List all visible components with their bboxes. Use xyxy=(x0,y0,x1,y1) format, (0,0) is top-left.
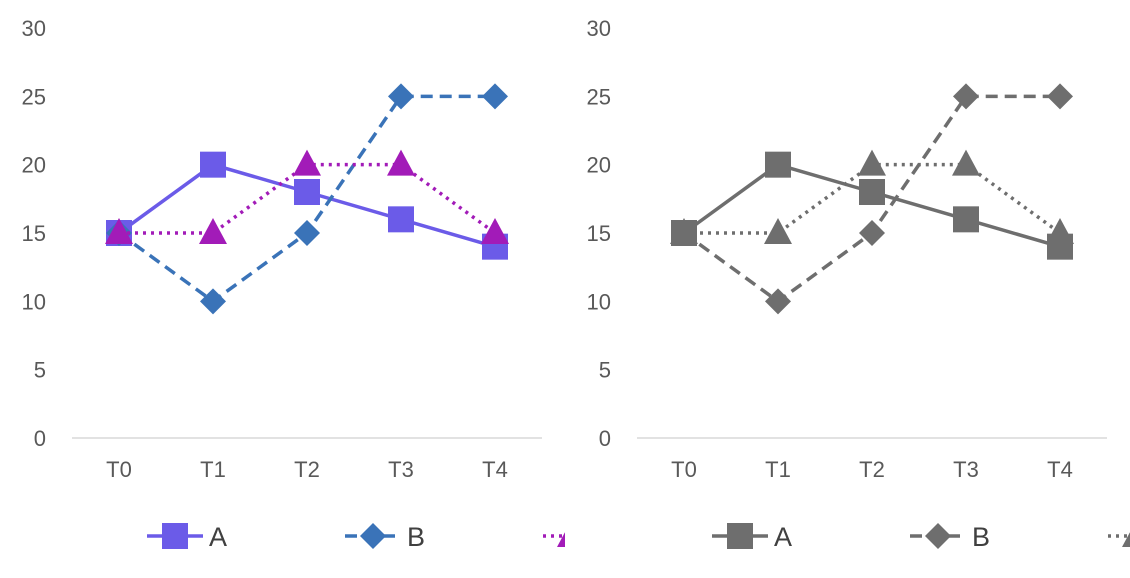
series-b-point xyxy=(859,220,885,246)
series-c xyxy=(105,149,509,244)
x-tick-label: T4 xyxy=(1047,457,1073,482)
legend-marker xyxy=(162,523,188,549)
y-tick-label: 25 xyxy=(587,84,611,109)
series-b-point xyxy=(200,288,226,315)
series-b-point xyxy=(294,220,320,246)
line-chart-right: 0 5 10 15 20 25 30 T0 T1 T2 T3 T4 A B C xyxy=(587,16,1130,552)
legend-marker xyxy=(557,532,565,547)
x-tick-label: T1 xyxy=(200,457,226,482)
legend: A B C xyxy=(712,522,1130,552)
y-tick-label: 10 xyxy=(587,289,611,314)
series-a-point xyxy=(765,151,791,178)
line-chart-left: 0 5 10 15 20 25 30 T0 T1 T2 T3 T4 A B C xyxy=(22,16,565,552)
y-tick-label: 25 xyxy=(22,84,46,109)
legend-item-b: B xyxy=(345,522,425,552)
legend-label: B xyxy=(407,522,425,552)
series-c-point xyxy=(670,218,698,244)
series-c-point xyxy=(858,149,886,176)
legend-item-c: C xyxy=(543,532,565,547)
series-a-point xyxy=(294,179,320,205)
series-c-point xyxy=(387,149,415,176)
series-b-point xyxy=(1047,83,1073,110)
series-c-point xyxy=(764,218,792,244)
series-b-point xyxy=(388,83,414,110)
x-tick-label: T1 xyxy=(765,457,791,482)
series-b-point xyxy=(953,83,979,110)
legend-item-a: A xyxy=(712,522,792,552)
y-tick-label: 0 xyxy=(34,426,46,451)
series-c-point xyxy=(481,218,509,244)
y-tick-label: 15 xyxy=(587,221,611,246)
y-tick-label: 20 xyxy=(587,153,611,178)
legend-marker xyxy=(727,523,753,549)
series-a-point xyxy=(953,206,979,233)
series-c-point xyxy=(952,149,980,176)
series-c-point xyxy=(1046,218,1074,244)
x-tick-label: T0 xyxy=(671,457,697,482)
y-tick-label: 30 xyxy=(22,16,46,41)
legend-item-a: A xyxy=(147,522,227,552)
series-b-point xyxy=(482,83,508,110)
series-b-point xyxy=(765,288,791,315)
legend-label: A xyxy=(209,522,227,552)
series-c-point xyxy=(199,218,227,244)
legend-item-b: B xyxy=(910,522,990,552)
legend-marker xyxy=(360,523,386,549)
y-tick-label: 15 xyxy=(22,221,46,246)
series-a-point xyxy=(859,179,885,205)
series-a-point xyxy=(388,206,414,233)
x-tick-label: T3 xyxy=(953,457,979,482)
legend-marker xyxy=(925,523,951,549)
legend-item-c: C xyxy=(1108,532,1130,547)
legend-marker xyxy=(1122,532,1130,547)
series-a-point xyxy=(200,151,226,178)
y-tick-label: 0 xyxy=(599,426,611,451)
x-tick-label: T2 xyxy=(294,457,320,482)
x-tick-label: T2 xyxy=(859,457,885,482)
x-tick-label: T3 xyxy=(388,457,414,482)
x-tick-label: T4 xyxy=(482,457,508,482)
y-tick-label: 5 xyxy=(599,358,611,383)
legend-label: A xyxy=(774,522,792,552)
y-tick-label: 5 xyxy=(34,358,46,383)
legend-label: B xyxy=(972,522,990,552)
series-c-point xyxy=(293,149,321,176)
series-c xyxy=(670,149,1074,244)
series-a xyxy=(106,151,508,260)
series-c-point xyxy=(105,218,133,244)
y-tick-label: 10 xyxy=(22,289,46,314)
y-tick-label: 30 xyxy=(587,16,611,41)
legend: A B C xyxy=(147,522,565,552)
y-tick-label: 20 xyxy=(22,153,46,178)
x-tick-label: T0 xyxy=(106,457,132,482)
